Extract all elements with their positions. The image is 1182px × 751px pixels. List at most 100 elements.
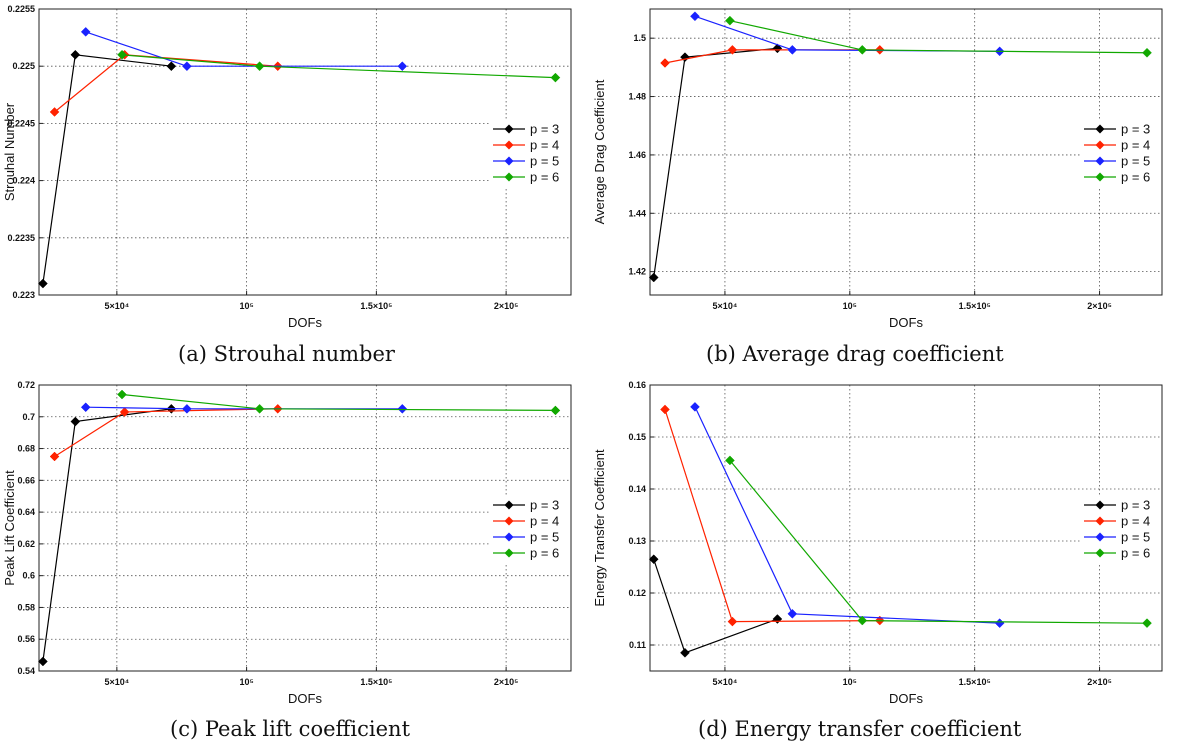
- y-tick-label: 0.11: [629, 640, 646, 650]
- data-point-p4: [660, 58, 670, 68]
- legend-label-p5: p = 5: [530, 530, 559, 545]
- data-point-p3: [70, 416, 81, 427]
- x-tick-label: 1.5×10⁵: [959, 301, 991, 311]
- caption-average-drag: (b) Average drag coefficient: [706, 342, 1004, 366]
- legend-label-p3: p = 3: [530, 498, 559, 513]
- data-point-p6: [254, 61, 265, 72]
- data-point-p6: [725, 455, 735, 466]
- x-tick-label: 2×10⁵: [494, 301, 519, 311]
- y-tick-label: 0.13: [628, 536, 646, 546]
- data-point-p3: [38, 656, 48, 667]
- data-point-p3: [70, 49, 81, 60]
- x-tick-label: 1.5×10⁵: [360, 677, 392, 687]
- legend-label-p6: p = 6: [530, 170, 559, 185]
- legend-label-p6: p = 6: [1121, 546, 1150, 561]
- x-tick-label: 5×10⁴: [713, 677, 738, 687]
- data-point-p5: [787, 608, 798, 619]
- legend-label-p4: p = 4: [1121, 514, 1150, 529]
- y-tick-label: 0.14: [628, 484, 646, 494]
- y-tick-label: 0.66: [17, 475, 35, 485]
- plot-frame: [649, 384, 1163, 672]
- y-tick-label: 1.42: [628, 267, 646, 277]
- data-point-p4: [660, 404, 670, 415]
- data-point-p5: [690, 11, 700, 22]
- legend-marker-p5: [504, 156, 514, 166]
- y-axis-label: Strouhal Number: [2, 102, 17, 201]
- legend-marker-p4: [504, 140, 514, 150]
- chart-panel-average-drag: 5×10⁴ 10⁵ 1.5×10⁵ 2×10⁵ 1.42 1.44 1.46 1.48 1.5 D…: [591, 0, 1182, 375]
- legend-marker-p5: [1095, 532, 1105, 542]
- data-point-p6: [1142, 618, 1152, 629]
- legend-marker-p5: [504, 532, 514, 542]
- chart-energy-transfer-svg: 5×10⁴ 10⁵ 1.5×10⁵ 2×10⁵ 0.11 0.12 0.13 0.14 0.15…: [592, 380, 1163, 706]
- x-tick-label: 10⁵: [843, 301, 857, 311]
- x-axis-label: DOFs: [889, 691, 923, 706]
- legend-marker-p4: [1095, 140, 1105, 150]
- data-point-p3: [648, 554, 659, 565]
- data-point-p6: [550, 405, 561, 416]
- data-point-p6: [254, 403, 265, 414]
- x-axis-label: DOFs: [889, 315, 923, 330]
- data-point-p4: [49, 451, 60, 462]
- plot-area: [39, 385, 571, 671]
- y-tick-label: 0.68: [17, 444, 35, 454]
- data-point-p5: [182, 61, 192, 72]
- legend-label-p5: p = 5: [1121, 154, 1150, 169]
- caption-strouhal: (a) Strouhal number: [178, 342, 395, 366]
- legend-label-p3: p = 3: [1121, 498, 1150, 513]
- y-tick-label: 0.54: [17, 666, 35, 676]
- x-tick-label: 1.5×10⁵: [360, 301, 392, 311]
- legend-marker-p3: [504, 500, 514, 510]
- data-point-p4: [727, 45, 738, 55]
- legend-label-p3: p = 3: [530, 122, 559, 137]
- data-point-p4: [49, 107, 60, 117]
- data-point-p5: [80, 402, 91, 413]
- data-point-p4: [119, 407, 130, 417]
- x-tick-label: 2×10⁵: [494, 677, 519, 687]
- y-tick-label: 0.225: [12, 61, 35, 71]
- data-point-p6: [117, 389, 127, 400]
- y-tick-label: 0.224: [12, 176, 35, 186]
- y-tick-label: 0.2235: [7, 233, 35, 243]
- chart-panel-energy-transfer: 5×10⁴ 10⁵ 1.5×10⁵ 2×10⁵ 0.11 0.12 0.13 0.14 0.15…: [591, 376, 1182, 751]
- y-tick-label: 0.2245: [7, 118, 35, 128]
- caption-energy-transfer: (d) Energy transfer coefficient: [698, 717, 1022, 741]
- data-point-p6: [725, 15, 735, 26]
- x-tick-label: 2×10⁵: [1087, 301, 1112, 311]
- legend-marker-p6: [1095, 548, 1105, 558]
- legend-label-p4: p = 4: [1121, 138, 1150, 153]
- data-point-p4: [727, 616, 738, 627]
- plot-frame: [38, 384, 572, 672]
- legend-marker-p5: [1095, 156, 1105, 166]
- legend-marker-p6: [1095, 172, 1105, 182]
- legend-box: [1082, 119, 1160, 187]
- data-point-p3: [38, 278, 48, 289]
- data-point-p6: [550, 72, 561, 83]
- legend-marker-p6: [504, 548, 514, 558]
- chart-panel-strouhal: 5×10⁴ 10⁵ 1.5×10⁵ 2×10⁵ 0.223 0.2235 0.224 0.22…: [0, 0, 591, 375]
- y-tick-label: 0.16: [628, 380, 646, 390]
- chart-average-drag-svg: 5×10⁴ 10⁵ 1.5×10⁵ 2×10⁵ 1.42 1.44 1.46 1.48 1.5 D…: [592, 8, 1163, 330]
- x-axis-label: DOFs: [288, 315, 322, 330]
- data-point-p5: [80, 27, 91, 37]
- data-point-p6: [117, 49, 127, 60]
- plot-frame: [38, 8, 572, 296]
- y-tick-label: 0.7: [22, 412, 35, 422]
- y-tick-label: 0.223: [12, 290, 35, 300]
- x-tick-label: 10⁵: [239, 677, 253, 687]
- legend-label-p6: p = 6: [1121, 170, 1150, 185]
- data-point-p5: [182, 403, 192, 414]
- data-point-p3: [166, 61, 177, 72]
- chart-strouhal-svg: 5×10⁴ 10⁵ 1.5×10⁵ 2×10⁵ 0.223 0.2235 0.224 0.22…: [2, 4, 572, 330]
- y-axis-label: Average Drag Coefficient: [592, 79, 607, 224]
- plot-frame: [649, 8, 1163, 296]
- x-axis-label: DOFs: [288, 691, 322, 706]
- data-point-p5: [397, 61, 408, 72]
- data-point-p3: [648, 272, 659, 283]
- y-tick-label: 0.2255: [7, 4, 35, 14]
- legend-marker-p3: [1095, 500, 1105, 510]
- x-tick-label: 10⁵: [239, 301, 253, 311]
- y-tick-label: 0.6: [22, 571, 35, 581]
- data-point-p3: [680, 647, 690, 658]
- legend-marker-p4: [504, 516, 514, 526]
